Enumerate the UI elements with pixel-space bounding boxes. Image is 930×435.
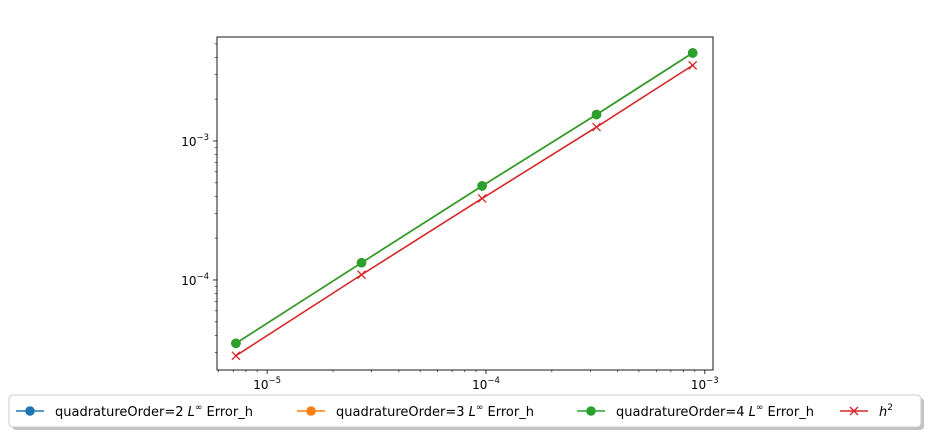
legend-label: quadratureOrder=3 L∞ Error_h	[336, 403, 534, 420]
legend-entry: quadratureOrder=3 L∞ Error_h	[297, 403, 534, 420]
legend-entry: quadratureOrder=4 L∞ Error_h	[577, 403, 814, 420]
y-tick-label: 10−4	[181, 272, 209, 288]
data-point	[231, 338, 241, 349]
legend-marker	[25, 406, 35, 416]
x-tick-label: 10−4	[472, 376, 500, 392]
legend-label: quadratureOrder=4 L∞ Error_h	[616, 403, 814, 420]
legend-marker	[849, 406, 859, 416]
legend: quadratureOrder=2 L∞ Error_h quadratureOr…	[8, 394, 924, 430]
data-point	[477, 181, 487, 191]
legend-entry: quadratureOrder=2 L∞ Error_h	[16, 403, 253, 420]
ticks-layer: 10−5 10−4 10−3 10−4 10−3	[181, 43, 719, 392]
data-point	[687, 48, 698, 58]
data-point	[477, 193, 487, 203]
legend-label: quadratureOrder=2 L∞ Error_h	[55, 403, 253, 420]
data-point	[231, 351, 241, 361]
x-tick-label: 10−5	[253, 376, 281, 392]
legend-label: h2	[879, 403, 893, 420]
legend-marker	[586, 406, 596, 416]
data-point	[357, 270, 367, 280]
series-layer	[231, 48, 698, 361]
y-tick-label: 10−3	[181, 133, 209, 149]
x-tick-label: 10−3	[691, 376, 719, 392]
series-4	[231, 60, 698, 361]
data-point	[688, 60, 698, 70]
series-3	[231, 48, 698, 349]
legend-marker	[306, 406, 316, 416]
data-point	[356, 257, 367, 268]
data-point	[591, 109, 602, 120]
legend-box	[8, 394, 922, 428]
legend-entry: h2	[840, 403, 893, 420]
data-point	[592, 122, 601, 132]
